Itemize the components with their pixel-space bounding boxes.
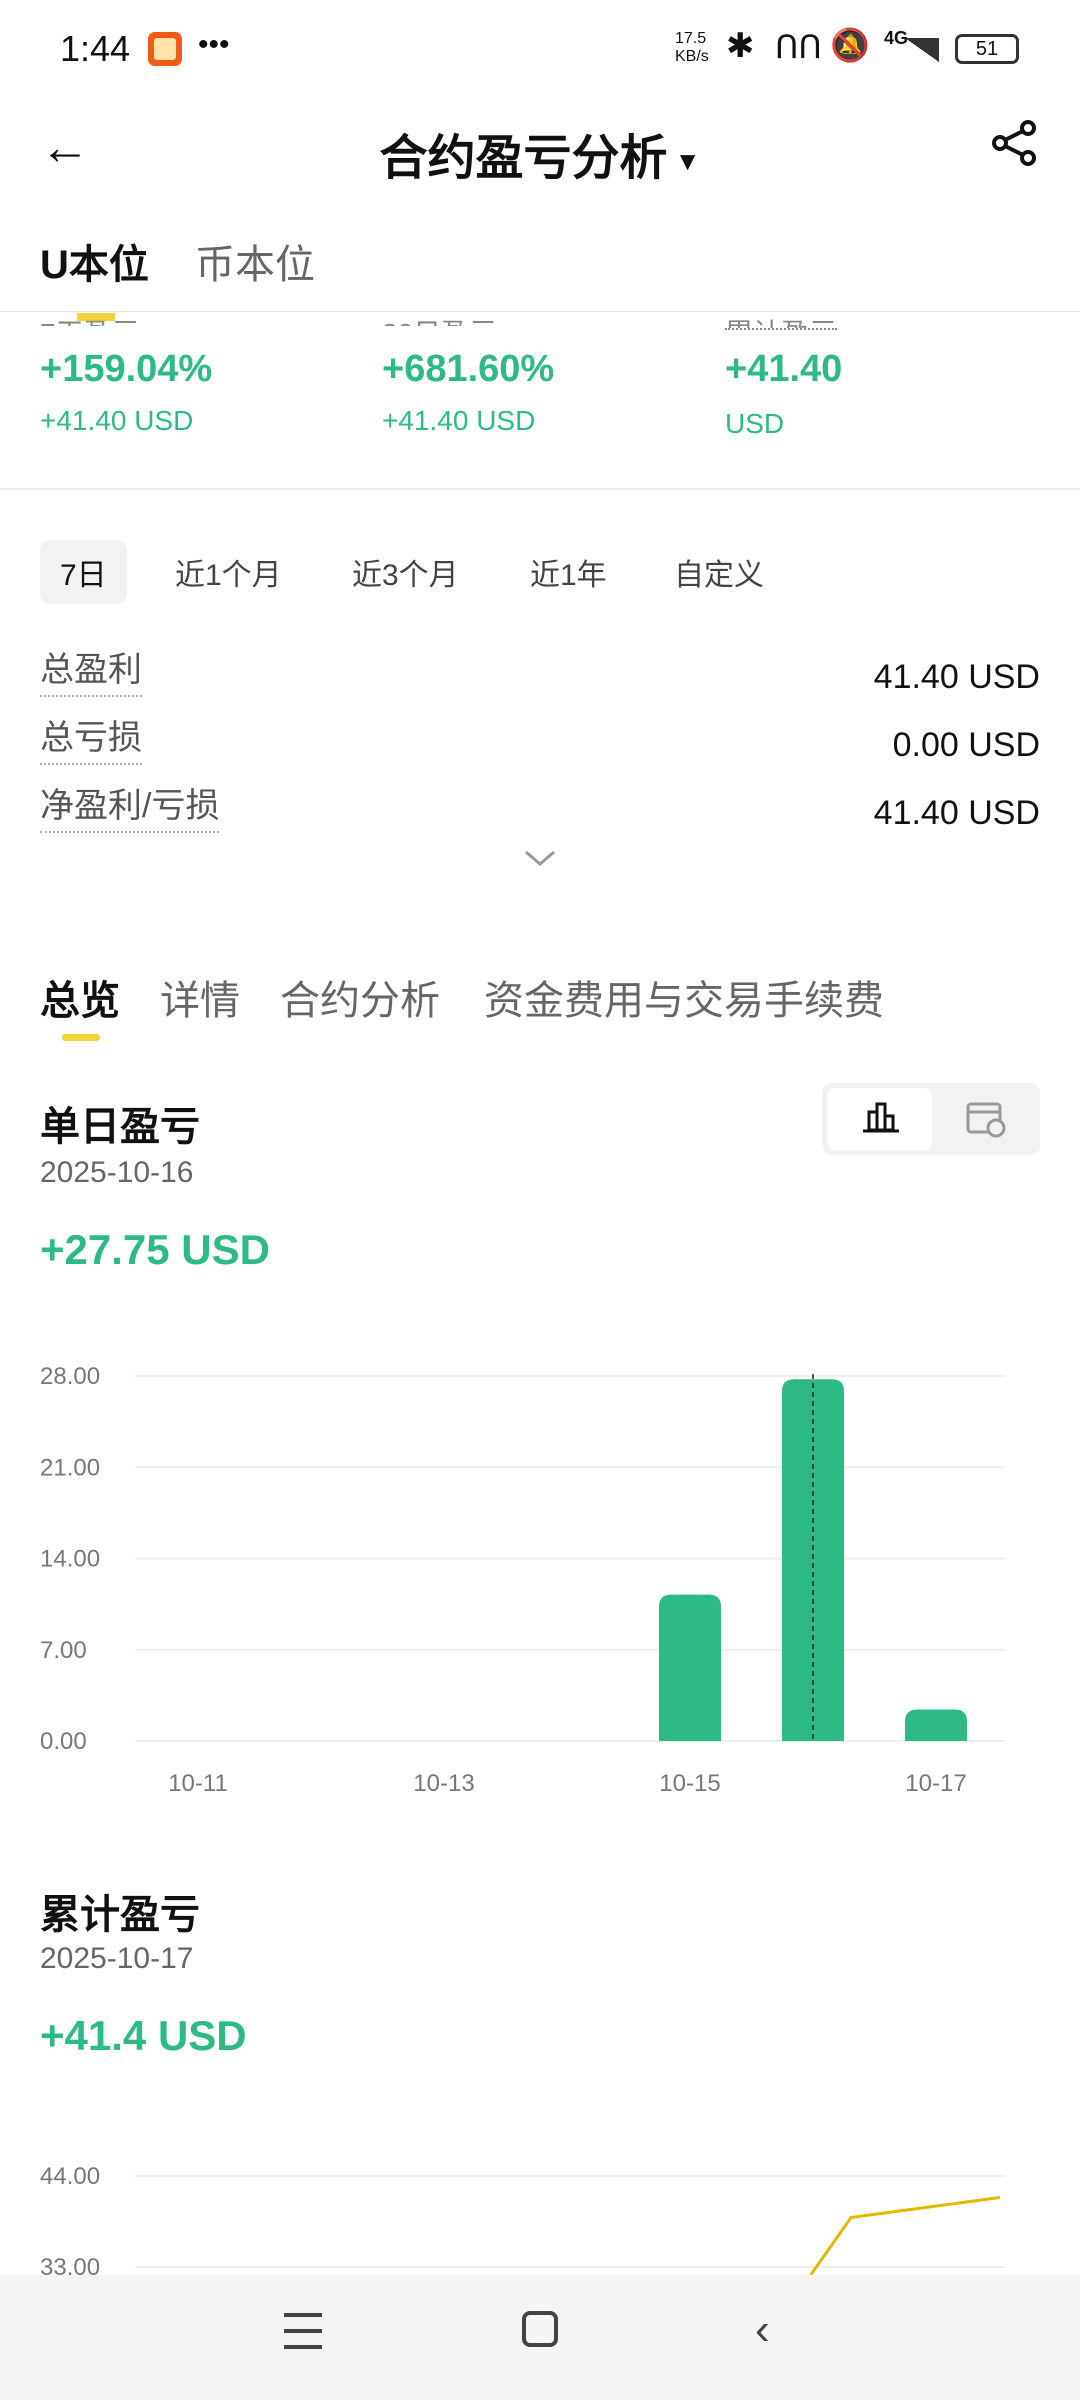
total-loss-value: 0.00 USD [892,726,1040,764]
bluetooth-icon: ✱ [726,27,755,65]
y-tick-label: 7.00 [40,1637,87,1664]
signal-icon: 4G [884,28,909,48]
period-1m[interactable]: 近1个月 [175,559,282,592]
bar [782,1379,844,1741]
tab-overview[interactable]: 总览 [40,979,120,1023]
more-notifications-icon: ••• [198,28,230,61]
divider [0,311,1080,312]
caret-down-icon: ▼ [667,145,701,176]
daily-pnl-value: +27.75 USD [40,1226,270,1273]
y-tick-label: 44.00 [40,2163,100,2190]
stat-30d-sub: +41.40 USD [382,405,536,436]
stat-7d-label: 7天盈亏 [40,312,140,326]
total-profit-value: 41.40 USD [873,658,1040,696]
tab-indicator [62,1034,100,1041]
stat-30d-value: +681.60% [382,348,555,390]
cumulative-pnl-title: 累计盈亏 [40,1893,200,1937]
signal-bars-icon [905,38,939,62]
x-tick-label: 10-15 [659,1770,720,1797]
segment-indicator [77,313,115,321]
bar [659,1594,721,1741]
mute-icon: 🔕 [830,27,870,63]
period-1y[interactable]: 近1年 [530,559,607,592]
page-title[interactable]: 合约盈亏分析 ▼ [0,118,1080,188]
cumulative-pnl-chart: 33.00 44.00 [40,2163,1005,2275]
tab-fees[interactable]: 资金费用与交易手续费 [484,979,884,1023]
total-profit-label[interactable]: 总盈利 [40,642,142,697]
tab-u-margin[interactable]: U本位 [40,243,149,287]
cumulative-pnl-date: 2025-10-17 [40,1942,194,1975]
tab-contract-analysis[interactable]: 合约分析 [280,979,440,1023]
net-pnl-label[interactable]: 净盈利/亏损 [40,778,220,833]
y-tick-label: 28.00 [40,1363,100,1390]
cumulative-pnl-value: +41.4 USD [40,2012,247,2059]
x-tick-label: 10-17 [905,1770,966,1797]
calendar-view-button[interactable] [932,1088,1037,1150]
system-nav-bar: ‹ [0,2275,1080,2400]
period-7d[interactable]: 7日 [40,540,127,604]
total-loss-label[interactable]: 总亏损 [40,710,142,765]
stat-total-value: +41.40 [725,348,843,390]
daily-pnl-date: 2025-10-16 [40,1156,194,1189]
x-tick-label: 10-13 [413,1770,474,1797]
divider [0,488,1080,490]
stat-total-label[interactable]: 累计盈亏 [725,312,838,330]
y-tick-label: 33.00 [40,2254,100,2275]
stat-7d-sub: +41.40 USD [40,405,194,436]
stat-30d-label: 30日盈亏 [382,312,497,326]
status-time: 1:44 [60,28,131,69]
title-text: 合约盈亏分析 [379,132,668,185]
period-3m[interactable]: 近3个月 [352,559,459,592]
daily-pnl-chart: 0.00 7.00 14.00 21.00 28.00 10-11 10-13 10-15 10… [40,1363,1005,1797]
bar-chart-view-button[interactable] [827,1088,932,1150]
bar [905,1709,967,1741]
y-tick-label: 21.00 [40,1454,100,1481]
share-button[interactable] [990,118,1040,168]
y-tick-label: 0.00 [40,1728,87,1755]
x-tick-label: 10-11 [168,1770,228,1797]
battery-icon: 51 [955,34,1019,64]
back-button[interactable]: ← [40,119,90,175]
network-speed: 17.5 KB/s [675,30,709,65]
stat-total-sub: USD [725,408,785,439]
expand-chevron-icon[interactable] [522,848,558,868]
tab-coin-margin[interactable]: 币本位 [195,243,315,287]
y-tick-label: 14.00 [40,1546,100,1573]
tab-details[interactable]: 详情 [160,979,240,1023]
period-custom[interactable]: 自定义 [674,559,764,592]
net-pnl-value: 41.40 USD [873,794,1040,832]
menu-nav-button[interactable] [284,2313,322,2349]
daily-pnl-title: 单日盈亏 [40,1105,200,1149]
app-notification-icon [148,32,182,66]
earbuds-icon: ᑎᑎ [775,29,822,65]
chart-view-toggle [822,1083,1040,1155]
cumulative-line [809,2196,1001,2275]
home-nav-button[interactable] [522,2311,558,2347]
back-nav-button[interactable]: ‹ [755,2305,770,2354]
stat-7d-value: +159.04% [40,348,213,390]
